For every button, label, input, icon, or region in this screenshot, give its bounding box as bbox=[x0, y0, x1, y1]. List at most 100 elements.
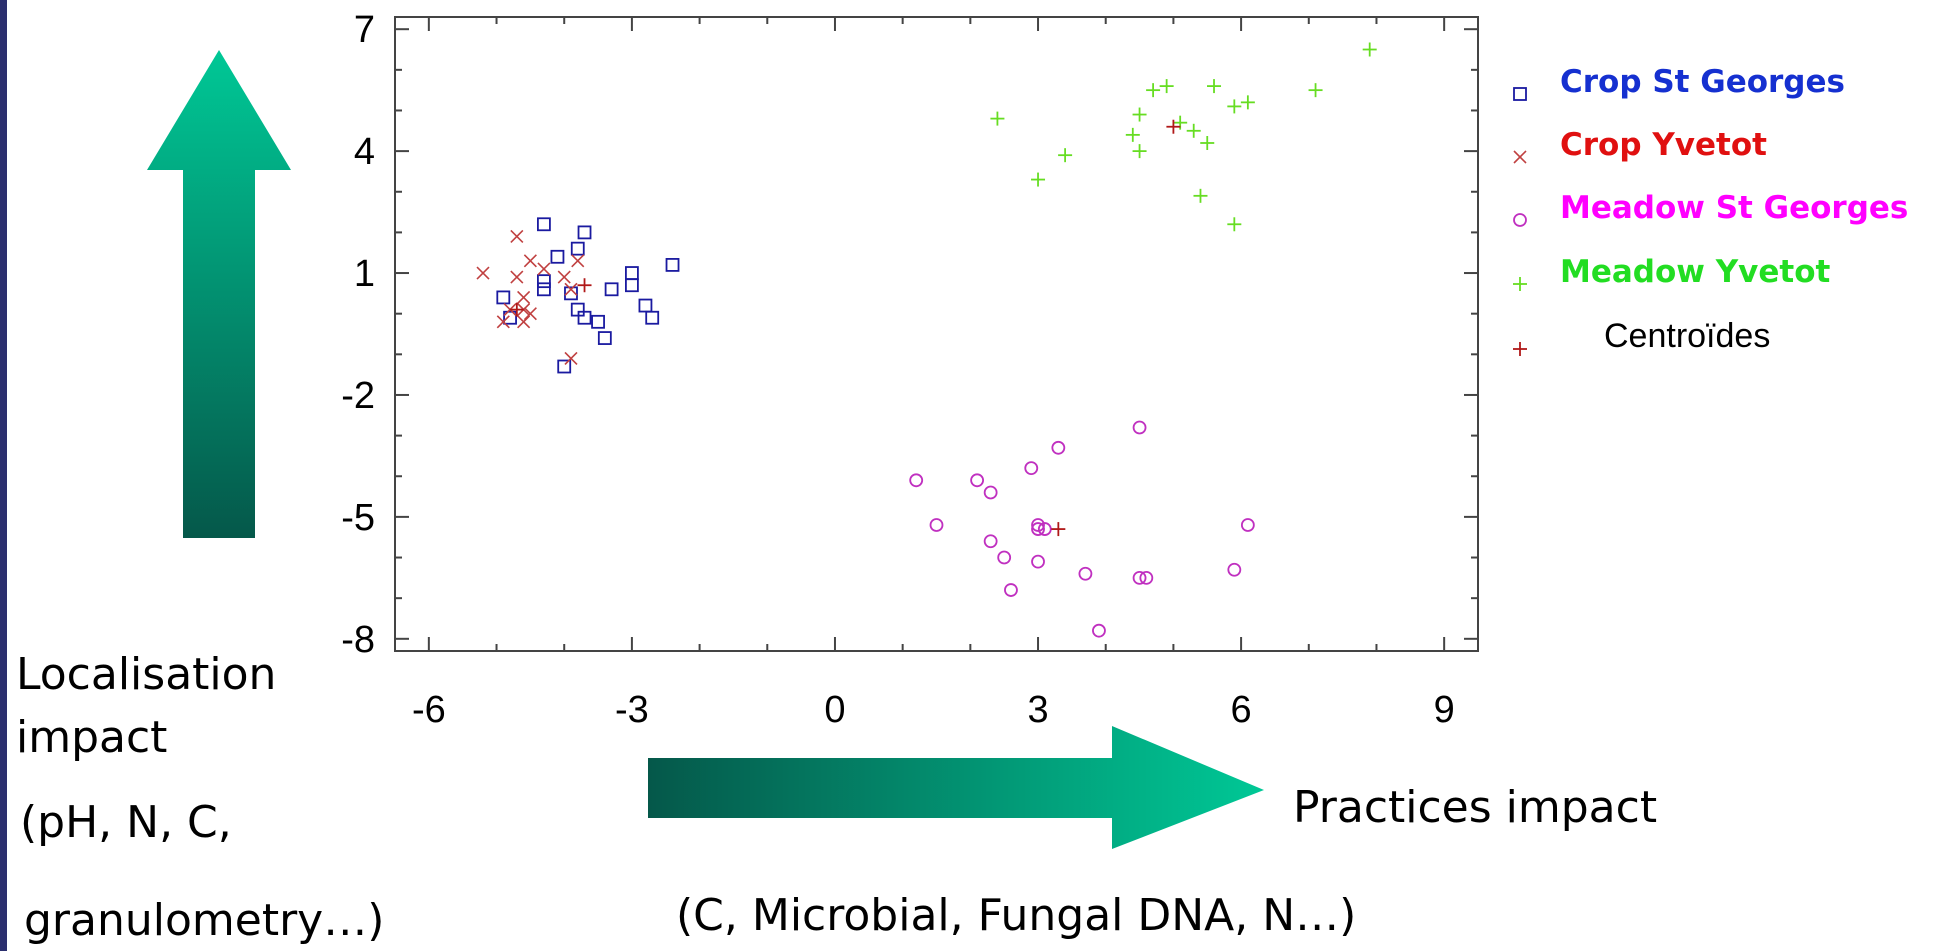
data-point bbox=[1227, 562, 1242, 577]
marker-shape bbox=[496, 315, 510, 329]
marker-shape bbox=[1240, 518, 1255, 532]
data-point bbox=[1159, 79, 1174, 94]
data-point bbox=[990, 111, 1005, 126]
marker-shape bbox=[564, 286, 578, 301]
data-point bbox=[909, 473, 924, 488]
marker-shape bbox=[597, 331, 612, 345]
localisation-arrow bbox=[147, 50, 291, 538]
marker-shape bbox=[604, 282, 619, 297]
data-point bbox=[638, 298, 653, 313]
x-tick-label: 9 bbox=[1434, 689, 1455, 731]
data-point bbox=[597, 331, 612, 345]
data-point bbox=[591, 314, 605, 329]
marker-shape bbox=[1513, 87, 1527, 101]
marker-shape bbox=[638, 298, 653, 313]
data-point bbox=[1132, 107, 1147, 122]
marker-shape bbox=[1227, 562, 1242, 577]
marker-shape bbox=[550, 249, 565, 264]
marker-shape bbox=[496, 290, 511, 305]
data-point bbox=[564, 286, 578, 301]
data-point bbox=[1146, 83, 1161, 98]
data-point bbox=[1240, 518, 1255, 532]
data-point bbox=[537, 282, 551, 297]
marker-shape bbox=[537, 262, 551, 276]
legend-marker bbox=[1513, 87, 1527, 101]
marker-shape bbox=[510, 229, 524, 244]
data-point bbox=[577, 278, 592, 293]
data-point bbox=[1058, 148, 1073, 163]
data-point bbox=[577, 310, 592, 325]
marker-shape bbox=[503, 310, 517, 325]
data-point bbox=[1240, 95, 1255, 110]
data-point bbox=[1193, 188, 1208, 203]
marker-shape bbox=[523, 307, 537, 321]
data-point bbox=[557, 270, 571, 284]
series-4 bbox=[509, 119, 1181, 537]
data-points bbox=[476, 42, 1377, 638]
data-point bbox=[997, 550, 1012, 565]
y-tick-label: -5 bbox=[341, 497, 375, 539]
x-tick-label: 0 bbox=[824, 689, 845, 731]
marker-shape bbox=[523, 254, 537, 268]
marker-shape bbox=[1031, 554, 1045, 569]
data-point bbox=[1186, 123, 1201, 138]
data-point bbox=[496, 315, 510, 329]
y-tick-label: 1 bbox=[354, 253, 375, 295]
marker-shape bbox=[537, 282, 551, 297]
marker-shape bbox=[510, 270, 524, 284]
data-point bbox=[1031, 522, 1045, 536]
series-1 bbox=[476, 229, 585, 365]
practices-arrow bbox=[648, 726, 1264, 849]
legend-marker bbox=[1513, 342, 1527, 356]
legend-label: Meadow St Georges bbox=[1560, 190, 1908, 226]
data-point bbox=[625, 266, 639, 280]
data-point bbox=[1132, 420, 1147, 435]
marker-shape bbox=[1513, 213, 1527, 227]
marker-shape bbox=[517, 315, 531, 329]
marker-shape bbox=[625, 266, 639, 280]
marker-shape bbox=[1513, 150, 1527, 164]
x-tick-label: 6 bbox=[1231, 689, 1252, 731]
data-point bbox=[523, 307, 537, 321]
data-point bbox=[1031, 554, 1045, 569]
marker-shape bbox=[983, 485, 998, 500]
legend-label: Crop Yvetot bbox=[1560, 127, 1767, 163]
marker-shape bbox=[997, 550, 1012, 565]
legend-label: Centroïdes bbox=[1604, 317, 1770, 355]
data-point bbox=[1308, 83, 1323, 98]
marker-shape bbox=[1139, 570, 1154, 585]
data-point bbox=[1227, 99, 1242, 114]
plot-frame bbox=[394, 16, 1479, 652]
data-point bbox=[1092, 623, 1106, 638]
marker-shape bbox=[557, 359, 572, 374]
marker-shape bbox=[476, 266, 490, 280]
data-point bbox=[537, 262, 551, 276]
marker-shape bbox=[1031, 518, 1045, 532]
data-point bbox=[970, 473, 985, 488]
data-point bbox=[1132, 570, 1147, 585]
marker-shape bbox=[970, 473, 985, 488]
data-point bbox=[1125, 127, 1140, 142]
data-point bbox=[564, 351, 578, 365]
x-tick-label: -6 bbox=[412, 689, 446, 731]
data-point bbox=[577, 225, 592, 240]
data-point bbox=[1031, 518, 1045, 532]
data-point bbox=[550, 249, 565, 264]
data-point bbox=[625, 278, 639, 293]
data-point bbox=[1362, 42, 1377, 57]
x-arrow-sublabel: (C, Microbial, Fungal DNA, N…) bbox=[676, 890, 1356, 941]
legend: Crop St Georges Crop Yvetot Meadow St Geor… bbox=[1513, 64, 1908, 356]
data-point bbox=[523, 254, 537, 268]
data-point bbox=[1200, 135, 1215, 150]
y-arrow-label-line2: impact bbox=[16, 712, 167, 763]
data-point bbox=[1132, 144, 1147, 159]
data-point bbox=[564, 282, 578, 296]
marker-shape bbox=[557, 270, 571, 284]
marker-shape bbox=[570, 241, 585, 256]
marker-shape bbox=[1078, 566, 1093, 581]
legend-label: Crop St Georges bbox=[1560, 64, 1845, 100]
data-point bbox=[503, 310, 517, 325]
data-point bbox=[476, 266, 490, 280]
marker-shape bbox=[645, 310, 660, 325]
